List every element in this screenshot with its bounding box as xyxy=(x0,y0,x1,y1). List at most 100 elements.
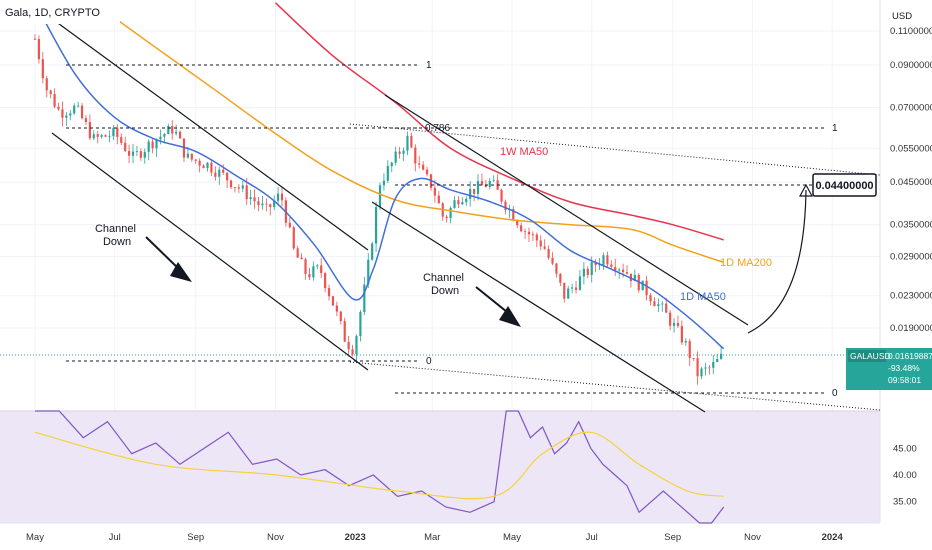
candle-body xyxy=(112,127,115,137)
candle-body xyxy=(657,304,660,307)
header-background xyxy=(0,0,120,24)
candle-body xyxy=(665,303,668,313)
candle-body xyxy=(614,266,617,271)
fib-right-label-1: 1 xyxy=(832,123,838,134)
channel-1 xyxy=(39,9,369,371)
candle-body xyxy=(57,106,60,110)
candle-body xyxy=(355,336,358,355)
candle-body xyxy=(484,185,487,187)
candle-body xyxy=(343,321,346,342)
candle-body xyxy=(131,151,135,156)
candle-body xyxy=(80,105,84,119)
candle-body xyxy=(582,268,585,277)
candle-body xyxy=(437,195,440,204)
candle-body xyxy=(516,220,519,226)
candle-body xyxy=(594,262,597,266)
candle-body xyxy=(288,222,291,228)
time-tick-label: Mar xyxy=(424,532,440,543)
candle-body xyxy=(371,243,374,260)
candle-body xyxy=(84,118,88,123)
candle-body xyxy=(237,187,240,189)
candle-body xyxy=(206,162,209,169)
grid xyxy=(0,0,880,523)
candle-body xyxy=(178,131,182,139)
candle-body xyxy=(700,368,703,377)
candle-body xyxy=(402,150,405,154)
candle-body xyxy=(61,109,64,118)
ma-1w50-line xyxy=(274,2,724,241)
rsi-panel-background xyxy=(0,411,880,523)
channel-2 xyxy=(371,94,749,413)
candle-body xyxy=(276,193,280,201)
candle-body xyxy=(704,367,707,369)
candle-body xyxy=(327,288,331,297)
candle-body xyxy=(449,208,452,219)
candle-body xyxy=(645,280,648,296)
price-label: 0.01619887 xyxy=(888,351,932,361)
ma-1d200-line xyxy=(93,2,724,264)
fib-786-label: 0.786 xyxy=(425,123,450,134)
candle-body xyxy=(684,341,687,343)
candle-body xyxy=(367,259,370,285)
candle-body xyxy=(390,162,393,167)
time-tick-label: 2023 xyxy=(345,532,366,543)
candle-body xyxy=(167,125,170,135)
candle-body xyxy=(473,188,476,194)
target-box xyxy=(812,173,877,197)
candle-body xyxy=(92,134,95,139)
candle-body xyxy=(339,311,342,322)
rsi-line xyxy=(35,410,725,524)
fib-left-label-0: 0 xyxy=(426,356,432,367)
price-tick-label: 0.02300000 xyxy=(890,291,932,302)
candle-body xyxy=(324,273,327,289)
price-tag: GALAUSD 0.01619887 -93.48% 09:58:01 xyxy=(846,348,932,390)
candle-body xyxy=(116,127,119,138)
candle-body xyxy=(523,231,527,233)
price-tick-label: 0.03500000 xyxy=(890,220,932,231)
candle-body xyxy=(233,187,237,189)
candle-body xyxy=(512,209,515,221)
candle-body xyxy=(394,151,397,163)
candle-body xyxy=(461,202,464,205)
candle-body xyxy=(300,257,303,260)
candle-body xyxy=(547,248,550,258)
candle-body xyxy=(410,136,413,148)
candle-body xyxy=(398,151,401,154)
candle-body xyxy=(33,38,37,40)
candle-body xyxy=(359,311,362,337)
candle-body xyxy=(418,163,421,165)
candle-body xyxy=(351,349,354,355)
candle-body xyxy=(198,160,201,166)
candle-body xyxy=(139,151,142,158)
candle-body xyxy=(104,135,107,137)
candle-body xyxy=(269,204,272,207)
chart-title: Gala, 1D, CRYPTO xyxy=(5,7,100,19)
candle-body xyxy=(186,153,190,158)
candle-body xyxy=(312,266,315,278)
channel-2-label: Channel Down xyxy=(423,272,467,297)
candle-body xyxy=(147,141,150,152)
candle-body xyxy=(719,353,723,359)
candle-body xyxy=(621,269,625,273)
candle-body xyxy=(531,234,535,236)
candle-body xyxy=(120,137,123,143)
countdown-label: 09:58:01 xyxy=(888,375,921,385)
candle-body xyxy=(210,162,213,173)
candle-body xyxy=(88,122,91,139)
channel-2-lower-line xyxy=(371,201,706,413)
symbol-label: GALAUSD xyxy=(850,351,891,361)
time-tick-label: Jul xyxy=(586,532,598,543)
channel-1-upper-line xyxy=(39,9,369,251)
channel-1-arrow-head xyxy=(170,262,192,282)
time-tick-label: May xyxy=(26,532,44,543)
candle-body xyxy=(320,265,323,274)
candle-body xyxy=(539,240,542,247)
candle-body xyxy=(335,305,338,312)
candle-body xyxy=(378,185,382,208)
candle-body xyxy=(535,234,538,241)
candle-body xyxy=(127,150,131,156)
candle-body xyxy=(504,201,507,211)
candle-body xyxy=(159,136,162,140)
